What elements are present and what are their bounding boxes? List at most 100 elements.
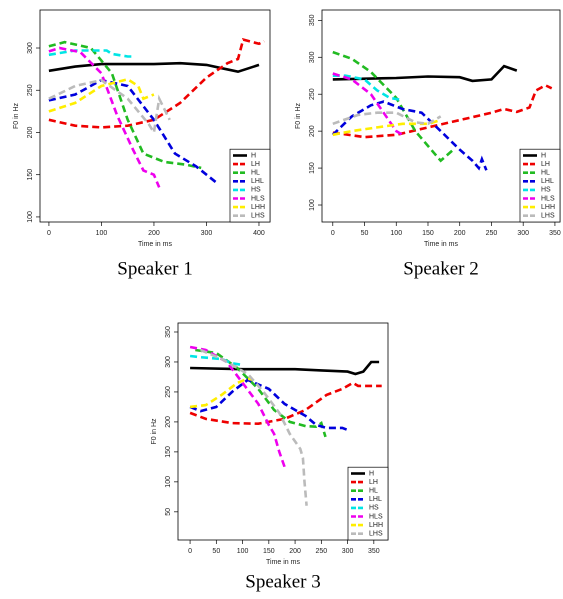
series-line <box>48 40 202 170</box>
y-tick-label: 250 <box>165 386 172 398</box>
x-tick-label: 100 <box>390 230 402 237</box>
x-tick-label: 350 <box>549 230 561 237</box>
x-axis-label: Time in ms <box>266 559 300 566</box>
y-tick-label: 300 <box>27 42 34 54</box>
y-tick-label: 100 <box>27 211 34 223</box>
plot-frame <box>321 9 561 223</box>
series-line <box>190 360 380 376</box>
series-line <box>332 83 553 139</box>
legend-label: HL <box>251 170 260 177</box>
x-tick-label: 300 <box>517 230 529 237</box>
panel: 0 100 200 300 400 100 150 200 250 300 Time in ms F0… <box>13 9 271 279</box>
legend-box <box>347 466 389 541</box>
x-tick-label: 150 <box>422 230 434 237</box>
panel: 0 50 100 150 200 250 300 350 100 150 200 250 300 350 T… <box>295 9 561 279</box>
legend-label: LHS <box>369 531 383 538</box>
x-tick-label: 0 <box>47 230 51 237</box>
legend-box <box>519 148 561 223</box>
x-tick-label: 350 <box>368 548 380 555</box>
y-tick-label: 100 <box>309 199 316 211</box>
legend-label: LHS <box>251 213 265 220</box>
legend-label: H <box>541 152 546 159</box>
series-line <box>48 77 155 113</box>
x-tick-label: 250 <box>315 548 327 555</box>
legend-label: HLS <box>369 513 383 520</box>
y-axis-label: F0 in Hz <box>13 102 20 129</box>
y-tick-label: 150 <box>27 169 34 181</box>
legend-label: HS <box>541 187 551 194</box>
x-tick-label: 400 <box>253 230 265 237</box>
plot-frame <box>177 322 389 541</box>
legend-label: H <box>369 470 374 477</box>
x-tick-label: 200 <box>148 230 160 237</box>
series-line <box>48 78 218 185</box>
x-tick-label: 300 <box>201 230 213 237</box>
y-tick-label: 100 <box>165 476 172 488</box>
legend-label: LHS <box>541 213 555 220</box>
series-line <box>189 378 351 433</box>
series-line <box>332 50 455 163</box>
legend-label: LHH <box>251 204 265 211</box>
legend-box <box>229 148 271 223</box>
y-tick-label: 200 <box>27 127 34 139</box>
legend-label: HS <box>369 505 379 512</box>
series-line <box>189 354 243 367</box>
x-tick-label: 0 <box>331 230 335 237</box>
x-axis-label: Time in ms <box>138 241 172 248</box>
legend-label: LHH <box>369 522 383 529</box>
x-axis-label: Time in ms <box>424 241 458 248</box>
legend-label: LHL <box>541 178 554 185</box>
x-tick-label: 50 <box>361 230 369 237</box>
legend-label: HL <box>369 488 378 495</box>
y-tick-label: 300 <box>165 356 172 368</box>
legend-label: H <box>251 152 256 159</box>
legend-label: LHH <box>541 204 555 211</box>
series-line <box>200 348 308 506</box>
legend-label: HS <box>251 187 261 194</box>
y-tick-label: 150 <box>165 446 172 458</box>
x-tick-label: 200 <box>289 548 301 555</box>
x-tick-label: 200 <box>454 230 466 237</box>
x-tick-label: 100 <box>96 230 108 237</box>
y-tick-label: 250 <box>27 84 34 96</box>
y-tick-label: 250 <box>309 88 316 100</box>
legend-label: HLS <box>251 195 265 202</box>
x-tick-label: 150 <box>263 548 275 555</box>
y-tick-label: 200 <box>309 125 316 137</box>
series-line <box>48 38 265 129</box>
legend-label: HL <box>541 170 550 177</box>
x-tick-label: 250 <box>486 230 498 237</box>
legend-label: HLS <box>541 195 555 202</box>
caption: Speaker 3 <box>245 571 320 592</box>
series-line <box>332 72 404 136</box>
series-line <box>332 64 518 83</box>
legend-label: LHL <box>251 178 264 185</box>
panel: 0 50 100 150 200 250 300 350 50 100 150 200 250 300 35… <box>151 322 389 592</box>
caption: Speaker 1 <box>117 258 192 279</box>
legend-label: LH <box>369 479 378 486</box>
x-tick-label: 100 <box>237 548 249 555</box>
series-line <box>332 118 442 137</box>
y-axis-label: F0 in Hz <box>295 102 302 129</box>
series-line <box>332 111 442 126</box>
legend-label: LH <box>541 161 550 168</box>
series-line <box>189 377 254 409</box>
legend-label: LH <box>251 161 260 168</box>
plot-frame <box>39 9 271 223</box>
y-tick-label: 200 <box>165 416 172 428</box>
y-axis-label: F0 in Hz <box>151 418 158 445</box>
y-tick-label: 350 <box>165 326 172 338</box>
y-tick-label: 150 <box>309 162 316 174</box>
y-tick-label: 300 <box>309 51 316 63</box>
x-tick-label: 0 <box>188 548 192 555</box>
x-tick-label: 300 <box>342 548 354 555</box>
y-tick-label: 50 <box>165 508 172 516</box>
legend-label: LHL <box>369 496 382 503</box>
series-line <box>189 381 382 426</box>
y-tick-label: 350 <box>309 14 316 26</box>
caption: Speaker 2 <box>403 258 478 279</box>
series-line <box>48 78 171 137</box>
series-line <box>48 49 133 58</box>
x-tick-label: 50 <box>212 548 220 555</box>
